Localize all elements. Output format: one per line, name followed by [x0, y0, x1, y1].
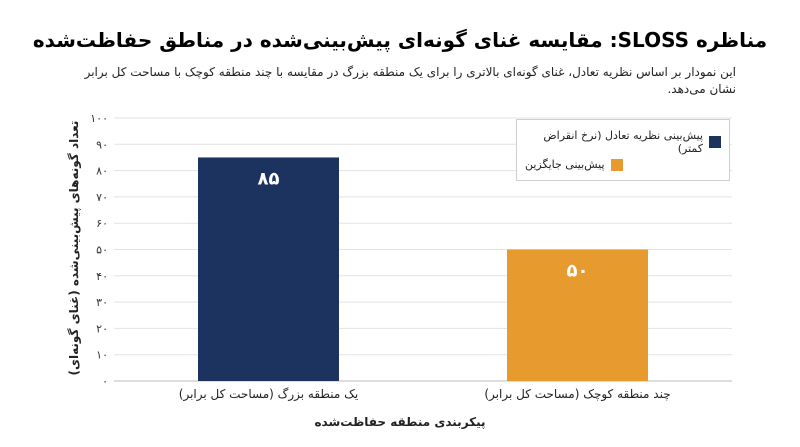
legend-item-alternative: پیش‌بینی جایگزین	[525, 158, 721, 171]
y-tick-label: ۳۰	[96, 296, 108, 309]
y-tick-label: ۷۰	[96, 191, 108, 204]
y-tick-label: ۱۰	[96, 349, 108, 362]
y-tick-label: ۵۰	[96, 244, 108, 257]
legend-item-equilibrium: پیش‌بینی نظریه تعادل (نرخ انقراض کمتر)	[525, 129, 721, 155]
bar-value-label: ۵۰	[567, 261, 589, 282]
y-tick-label: ۹۰	[96, 138, 108, 151]
legend-swatch-alternative	[610, 158, 623, 171]
y-tick-label: ۸۰	[96, 165, 108, 178]
y-tick-label: ۶۰	[96, 217, 108, 230]
bar	[507, 249, 648, 381]
legend-swatch-equilibrium	[709, 136, 721, 148]
x-tick-label: یک منطقه بزرگ (مساحت کل برابر)	[179, 387, 358, 402]
chart-subtitle: این نمودار بر اساس نظریه تعادل، غنای گون…	[84, 65, 736, 96]
y-tick-label: ۴۰	[96, 270, 108, 283]
legend-label-alternative: پیش‌بینی جایگزین	[525, 158, 605, 171]
x-tick-label: چند منطقه کوچک (مساحت کل برابر)	[484, 387, 670, 402]
y-tick-label: ۲۰	[96, 322, 108, 335]
chart-title: مناظره SLOSS: مقایسه غنای گونه‌ای پیش‌بی…	[32, 28, 768, 52]
x-axis-label: پیکربندی منطقه حفاظت‌شده	[314, 415, 486, 429]
y-tick-label: ۰	[102, 375, 108, 388]
bar	[198, 157, 339, 381]
bar-value-label: ۸۵	[258, 168, 280, 189]
legend-label-equilibrium: پیش‌بینی نظریه تعادل (نرخ انقراض کمتر)	[543, 129, 703, 155]
legend: پیش‌بینی نظریه تعادل (نرخ انقراض کمتر) پ…	[516, 119, 730, 181]
y-axis-label: تعداد گونه‌های پیش‌بینی‌شده (غنای گونه‌ا…	[67, 120, 81, 376]
y-tick-label: ۱۰۰	[90, 112, 108, 125]
